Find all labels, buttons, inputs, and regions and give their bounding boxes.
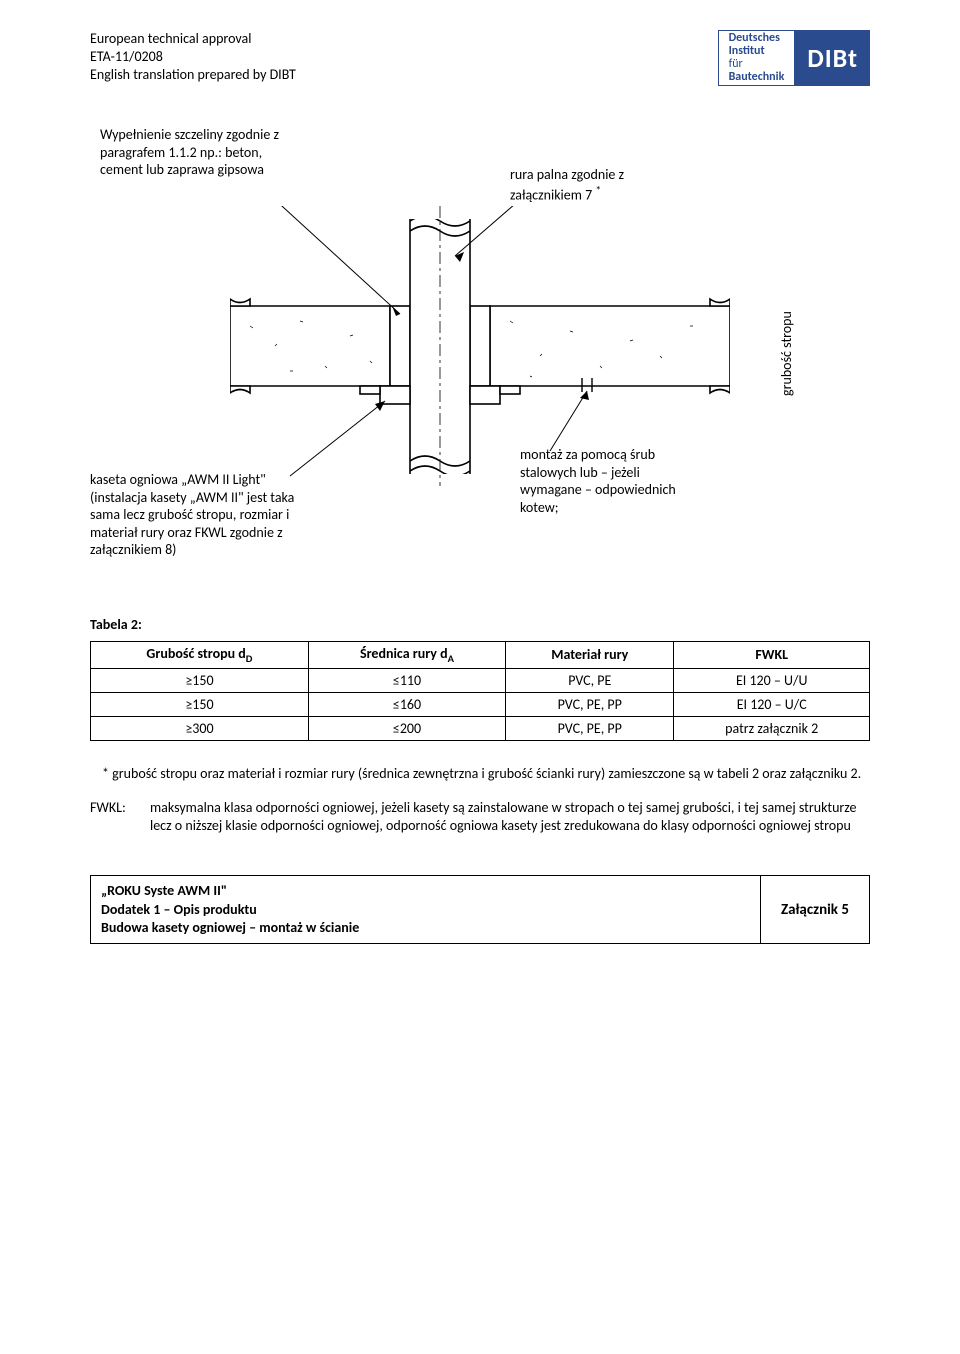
label-top-left: Wypełnienie szczeliny zgodnie z paragraf…: [100, 126, 340, 179]
label-vertical: grubość stropu: [778, 311, 796, 396]
logo-line: Deutsches: [729, 32, 785, 45]
footer-right: Załącznik 5: [760, 876, 869, 943]
footer-line: Budowa kasety ogniowej – montaż w ściani…: [101, 919, 750, 937]
diagram-illustration: [230, 206, 730, 486]
footnote: * grubość stropu oraz materiał i rozmiar…: [90, 765, 870, 783]
diagram-region: Wypełnienie szczeliny zgodnie z paragraf…: [90, 126, 870, 586]
table-cell: PVC, PE, PP: [506, 716, 674, 740]
footer-left: „ROKU Syste AWM II" Dodatek 1 – Opis pro…: [91, 876, 760, 943]
table-cell: ≥150: [91, 668, 309, 692]
label-line: sama lecz grubość stropu, rozmiar i: [90, 506, 289, 523]
label-line: kotew;: [520, 499, 558, 516]
table-header: Średnica rury dA: [308, 642, 505, 669]
header-row: European technical approval ETA-11/0208 …: [90, 30, 870, 86]
header-line: English translation prepared by DIBT: [90, 66, 296, 84]
footer-line: Dodatek 1 – Opis produktu: [101, 901, 750, 919]
table-title: Tabela 2:: [90, 616, 870, 633]
table-row: ≥150≤160PVC, PE, PPEI 120 – U/C: [91, 692, 870, 716]
header-line: ETA-11/0208: [90, 48, 296, 66]
label-line: załącznikiem 7: [510, 186, 592, 203]
table-row: ≥150≤110PVC, PEEI 120 – U/U: [91, 668, 870, 692]
label-line: cement lub zaprawa gipsowa: [100, 161, 264, 178]
table-cell: EI 120 – U/U: [674, 668, 870, 692]
table-header: Materiał rury: [506, 642, 674, 669]
table-cell: ≤160: [308, 692, 505, 716]
table-cell: ≤110: [308, 668, 505, 692]
table-cell: PVC, PE, PP: [506, 692, 674, 716]
table-cell: ≥150: [91, 692, 309, 716]
definition-label: FWKL:: [90, 799, 150, 835]
logo-acronym: DIBt: [795, 30, 870, 86]
table-cell: EI 120 – U/C: [674, 692, 870, 716]
logo-text: Deutsches Institut für Bautechnik: [718, 30, 796, 86]
footer-line: „ROKU Syste AWM II": [101, 882, 750, 900]
label-top-right: rura palna zgodnie z załącznikiem 7 *: [510, 166, 690, 204]
label-line: Wypełnienie szczeliny zgodnie z: [100, 126, 279, 143]
logo-line: Bautechnik: [729, 71, 785, 84]
table-row: ≥300≤200PVC, PE, PPpatrz załącznik 2: [91, 716, 870, 740]
table-header: Grubość stropu dD: [91, 642, 309, 669]
definition-text: maksymalna klasa odporności ogniowej, je…: [150, 799, 870, 835]
label-sup: *: [595, 184, 601, 198]
label-line: materiał rury oraz FKWL zgodnie z: [90, 524, 283, 541]
dibt-logo: Deutsches Institut für Bautechnik DIBt: [718, 30, 870, 86]
table-header-row: Grubość stropu dD Średnica rury dA Mater…: [91, 642, 870, 669]
table-cell: ≤200: [308, 716, 505, 740]
table-cell: patrz załącznik 2: [674, 716, 870, 740]
page: European technical approval ETA-11/0208 …: [0, 0, 960, 984]
footer-box: „ROKU Syste AWM II" Dodatek 1 – Opis pro…: [90, 875, 870, 944]
header-line: European technical approval: [90, 30, 296, 48]
label-line: rura palna zgodnie z: [510, 166, 624, 183]
label-line: załącznikiem 8): [90, 541, 176, 558]
table-cell: ≥300: [91, 716, 309, 740]
header-text: European technical approval ETA-11/0208 …: [90, 30, 296, 85]
label-line: paragrafem 1.1.2 np.: beton,: [100, 144, 262, 161]
table-cell: PVC, PE: [506, 668, 674, 692]
definition-row: FWKL: maksymalna klasa odporności ogniow…: [90, 799, 870, 835]
data-table: Grubość stropu dD Średnica rury dA Mater…: [90, 641, 870, 741]
table-header: FWKL: [674, 642, 870, 669]
label-line: (instalacja kasety „AWM II" jest taka: [90, 489, 294, 506]
